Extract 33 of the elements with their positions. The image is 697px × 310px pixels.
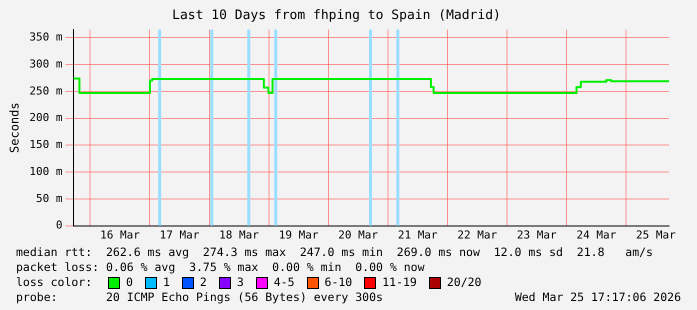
y-tick-label: 150 m: [29, 138, 63, 152]
legend-label: 1: [162, 275, 170, 290]
legend-label: 2: [200, 275, 207, 290]
text: Wed Mar 25 17:17:06 2026: [514, 290, 681, 305]
legend-label: 3: [236, 275, 244, 290]
x-tick-label: 22 Mar: [457, 228, 498, 242]
text: packet loss: 0.06 % avg 3.75 % max 0.00 % min 0.00 % now: [16, 260, 426, 275]
legend-label: 11-19: [382, 275, 417, 290]
legend-label: 20/20: [446, 275, 482, 290]
x-tick-label: 23 Mar: [516, 228, 558, 242]
legend-label: 6-10: [324, 275, 352, 290]
x-tick-label: 18 Mar: [219, 228, 260, 242]
y-tick-label: 350 m: [29, 30, 63, 44]
legend-title: loss color:: [16, 275, 94, 290]
x-tick-label: 25 Mar: [636, 228, 676, 242]
y-tick-label: 50 m: [36, 192, 63, 205]
chart-title: Last 10 Days from fhping to Spain (Madrid): [172, 8, 501, 24]
y-tick-label: 300 m: [29, 57, 63, 70]
x-tick-label: 24 Mar: [576, 228, 617, 242]
text: median rtt: 262.6 ms avg 274.3 ms max 247.0 ms min 269.0 ms now 12.0 ms sd 21.8 am/s: [16, 245, 654, 260]
y-axis-title: Seconds: [7, 102, 22, 153]
x-tick-label: 20 Mar: [338, 228, 378, 242]
text: probe: 20 ICMP Echo Pings (56 Bytes) every 300s: [16, 290, 383, 305]
y-tick-label: 100 m: [29, 164, 63, 178]
y-tick-label: 0: [56, 218, 63, 232]
x-tick-label: 21 Mar: [398, 228, 438, 242]
x-tick-label: 19 Mar: [278, 228, 319, 242]
y-tick-label: 200 m: [29, 111, 63, 124]
x-tick-label: 16 Mar: [100, 228, 140, 242]
y-tick-label: 250 m: [29, 84, 63, 98]
legend-label: 4-5: [274, 275, 295, 290]
legend-label: 0: [126, 275, 133, 290]
x-tick-label: 17 Mar: [160, 228, 200, 242]
